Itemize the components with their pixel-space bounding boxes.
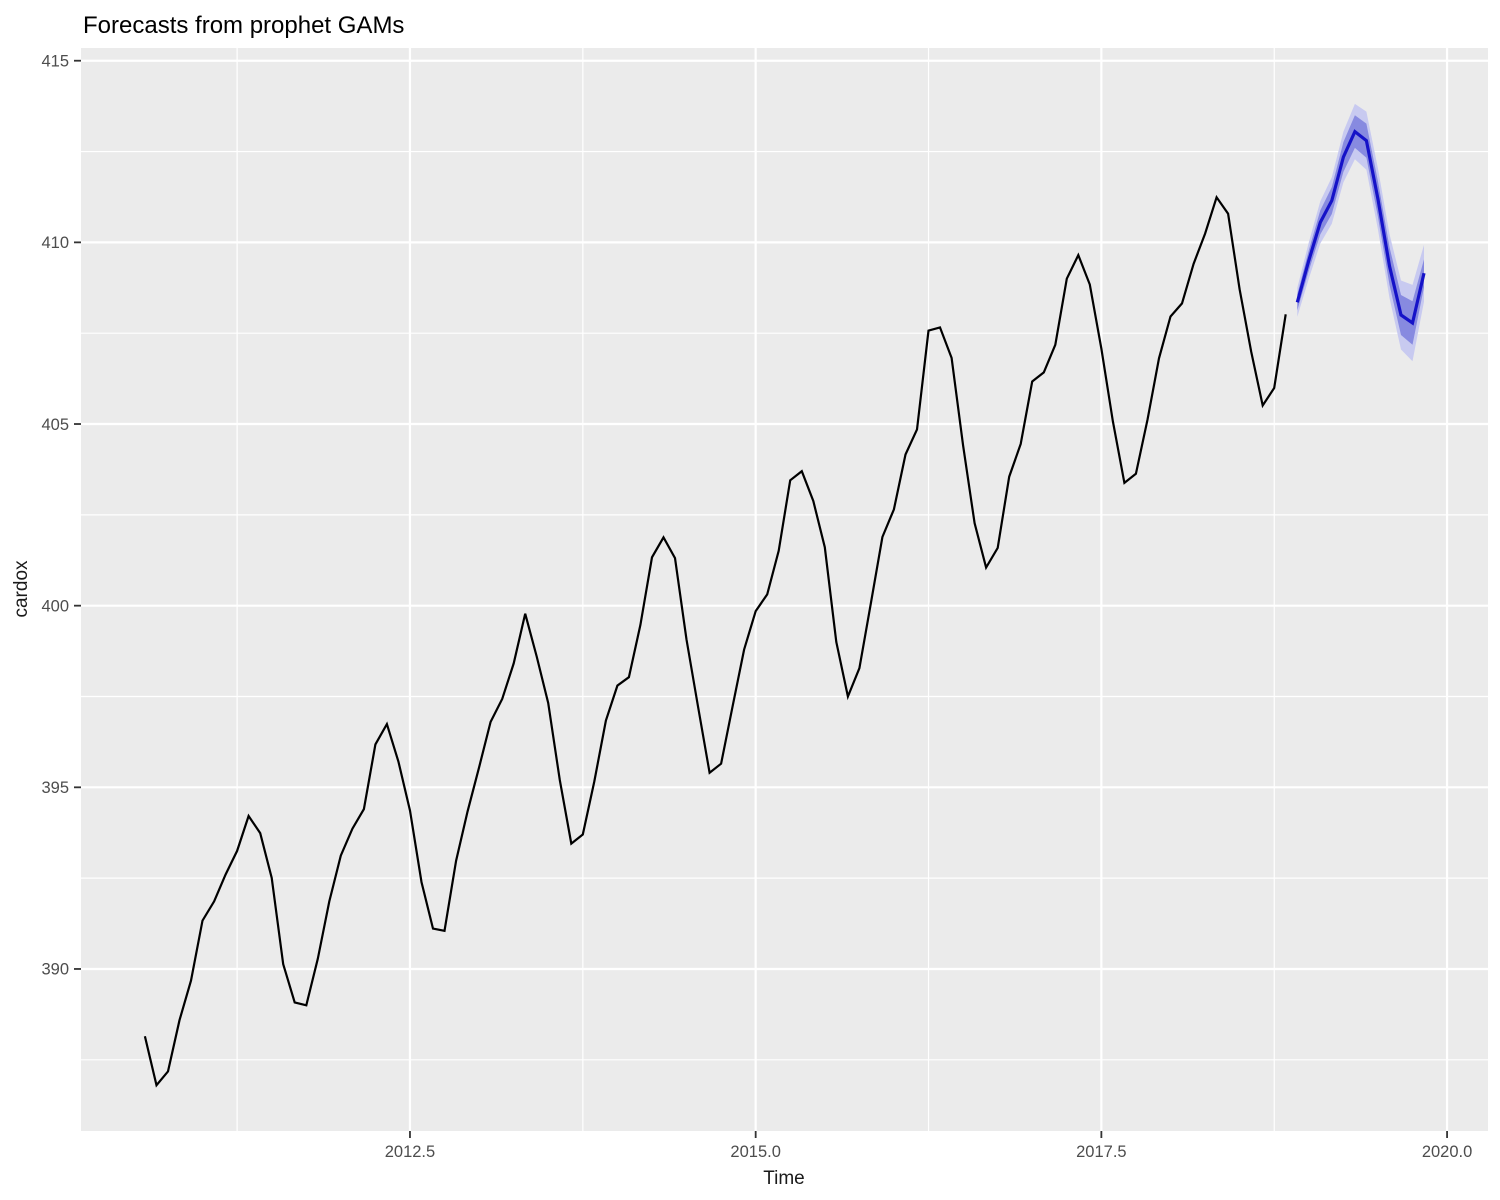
x-tick-label: 2012.5 xyxy=(385,1143,435,1161)
y-tick-label: 400 xyxy=(41,597,69,615)
y-tick-label: 395 xyxy=(41,779,69,797)
forecast-mean-line xyxy=(1295,129,1426,326)
chart-title: Forecasts from prophet GAMs xyxy=(83,12,404,39)
y-tick-label: 390 xyxy=(41,961,69,979)
x-tick-label: 2017.5 xyxy=(1076,1143,1126,1161)
y-axis-title: cardox xyxy=(11,560,32,618)
y-tick-label: 415 xyxy=(41,52,69,70)
y-tick-label: 405 xyxy=(41,416,69,434)
plot-layers: 2012.5 2015.0 2017.5 2020.0 390 395 400 405 410 4… xyxy=(41,48,1488,1161)
x-axis-title: Time xyxy=(763,1168,805,1189)
x-tick-label: 2015.0 xyxy=(730,1143,780,1161)
plot-panel xyxy=(81,48,1488,1131)
observed-series-line xyxy=(143,194,1287,1088)
y-tick-label: 410 xyxy=(41,234,69,252)
forecast-ribbon-80 xyxy=(1297,115,1424,345)
x-tick-label: 2020.0 xyxy=(1422,1143,1472,1161)
